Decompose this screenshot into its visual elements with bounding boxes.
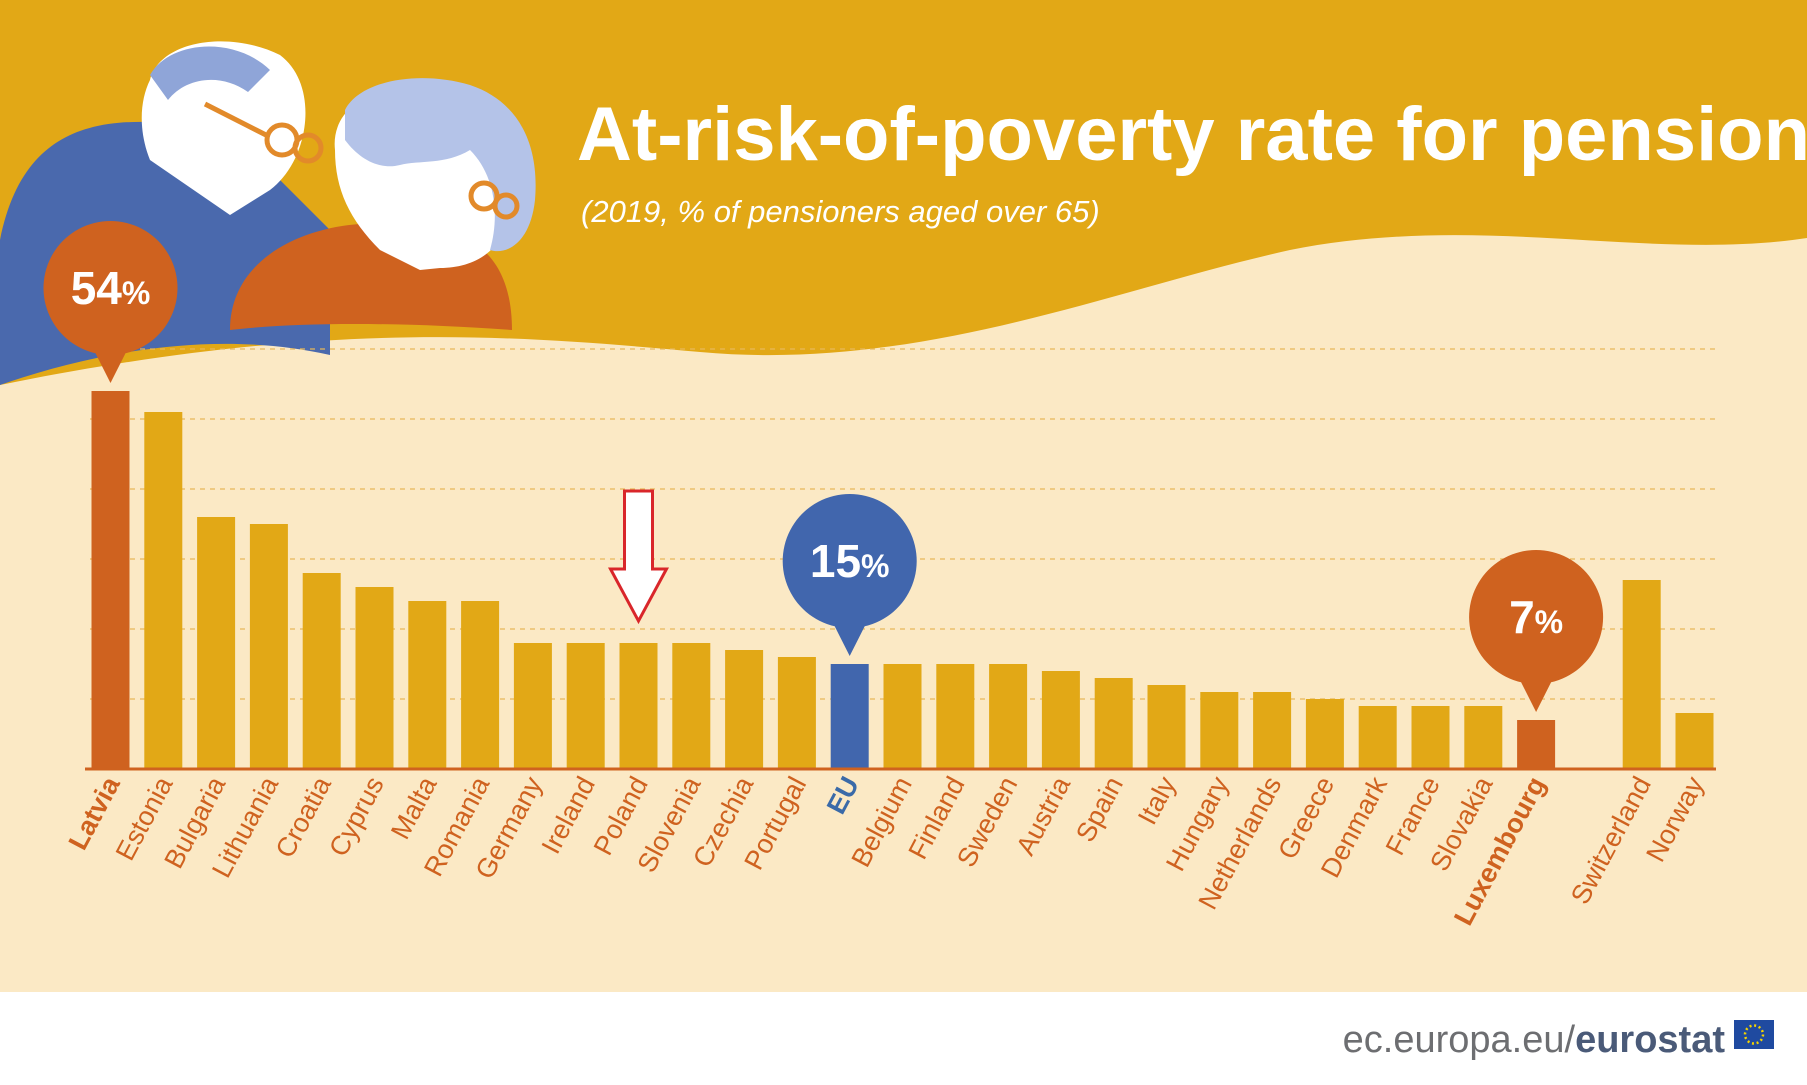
bar-bulgaria — [197, 517, 236, 769]
bar-latvia — [91, 391, 130, 769]
bar-slovakia — [1464, 706, 1503, 769]
bar-malta — [408, 601, 447, 769]
footer-background — [0, 992, 1807, 1080]
bar-lithuania — [249, 524, 288, 769]
bar-estonia — [144, 412, 183, 769]
bar-france — [1411, 706, 1450, 769]
callout-min-label: 7% — [1509, 591, 1563, 643]
chart-subtitle: (2019, % of pensioners aged over 65) — [581, 194, 1100, 229]
callout-min: 7% — [1469, 550, 1604, 712]
chart-title: At-risk-of-poverty rate for pensioners — [577, 92, 1807, 177]
callout-eu-label: 15% — [810, 535, 890, 587]
bar-portugal — [777, 657, 816, 769]
woman-glasses-icon — [468, 180, 520, 220]
poland-arrow-icon — [607, 489, 670, 625]
bar-czechia — [725, 650, 764, 769]
bar-ireland — [566, 643, 605, 769]
bar-cyprus — [355, 587, 394, 769]
bar-spain — [1094, 678, 1133, 769]
footer-link[interactable]: ec.europa.eu/eurostat — [1343, 1019, 1726, 1061]
bar-eu — [830, 664, 869, 769]
bar-germany — [513, 643, 552, 769]
callout-eu-bubble — [782, 493, 917, 656]
bar-austria — [1041, 671, 1080, 769]
bar-luxembourg — [1517, 720, 1556, 769]
man-hair — [150, 46, 270, 100]
bar-netherlands — [1253, 692, 1292, 769]
bar-greece — [1305, 699, 1344, 769]
glasses-icon — [203, 101, 324, 164]
callout-eu: 15% — [782, 493, 917, 656]
callout-max: 54% — [43, 221, 178, 383]
bar-sweden — [989, 664, 1028, 769]
bar-poland — [619, 643, 658, 769]
bar-slovenia — [672, 643, 711, 769]
eu-flag-icon — [1734, 1020, 1774, 1049]
bar-denmark — [1358, 706, 1397, 769]
bar-hungary — [1200, 692, 1239, 769]
callout-max-label: 54% — [71, 262, 151, 314]
bar-switzerland — [1622, 580, 1661, 769]
callout-max-bubble — [43, 221, 178, 383]
bar-croatia — [302, 573, 341, 769]
woman-hair — [345, 78, 536, 252]
bar-norway — [1675, 713, 1714, 769]
bar-italy — [1147, 685, 1186, 769]
bar-romania — [461, 601, 500, 769]
bars — [91, 391, 1714, 769]
bar-finland — [936, 664, 975, 769]
callout-min-bubble — [1469, 550, 1604, 712]
bar-belgium — [883, 664, 922, 769]
